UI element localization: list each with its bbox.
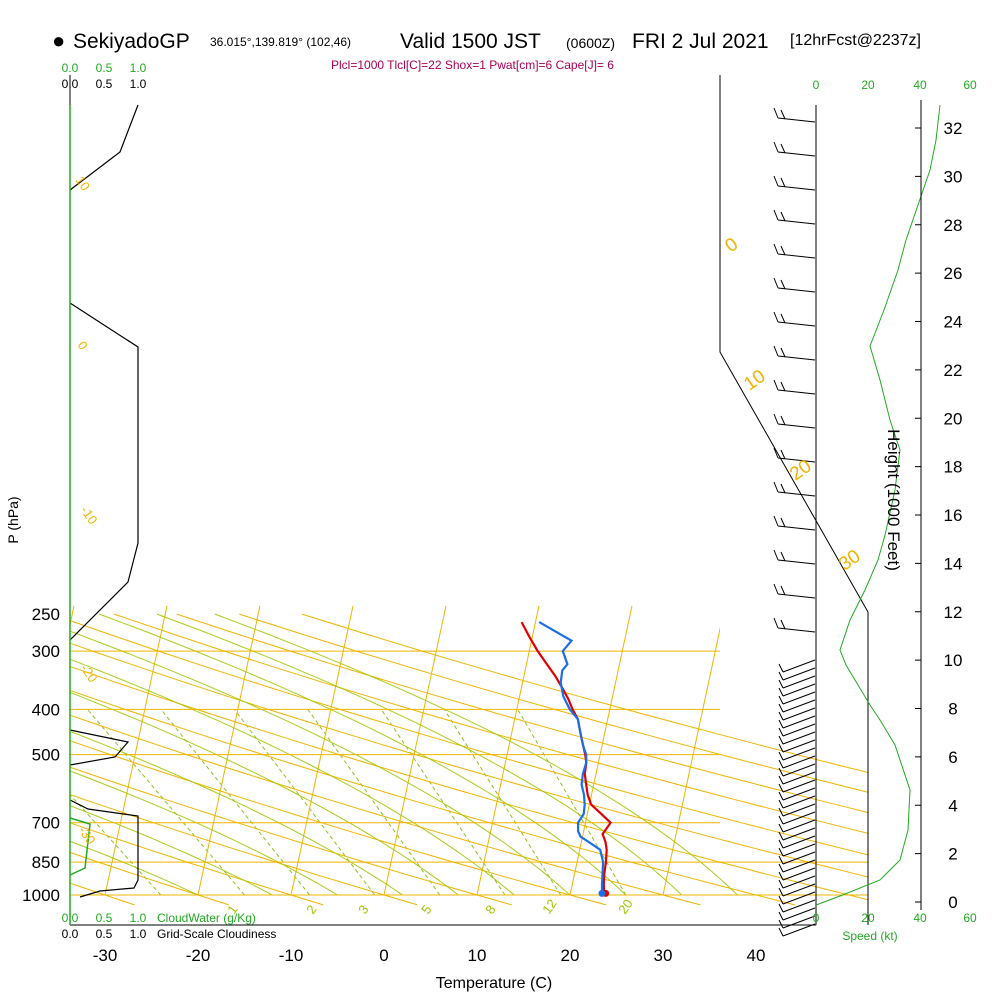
dewpoint-surface-point (598, 890, 605, 897)
cloudiness-label: Grid-Scale Cloudiness (157, 927, 276, 941)
height-tick-label: 22 (944, 361, 963, 380)
height-tick-label: 32 (944, 119, 963, 138)
speed-tick-top: 20 (861, 78, 875, 92)
height-tick-label: 4 (948, 796, 957, 815)
speed-tick-bottom: 60 (963, 911, 977, 925)
valid-date: FRI 2 Jul 2021 (632, 29, 769, 55)
height-tick-label: 14 (944, 554, 963, 573)
pressure-tick-label: 250 (32, 605, 60, 624)
cloud-water-label: CloudWater (g/Kg) (157, 911, 256, 925)
stability-indices: Plcl=1000 Tlcl[C]=22 Shox=1 Pwat[cm]=6 C… (331, 58, 614, 72)
pressure-tick-label: 500 (32, 746, 60, 765)
cloud-water-tick-top: 1.0 (130, 61, 147, 75)
speed-tick-top: 40 (913, 78, 927, 92)
height-tick-label: 0 (948, 893, 957, 912)
pressure-axis-label: P (hPa) (5, 496, 21, 543)
cloudiness-tick-top: 0.0 (62, 77, 79, 91)
temperature-tick-label: 20 (561, 946, 580, 965)
speed-tick-top: 0 (813, 78, 820, 92)
height-tick-label: 20 (944, 409, 963, 428)
valid-time: Valid 1500 JST (400, 29, 541, 55)
cloud-water-tick-bottom: 0.0 (62, 911, 79, 925)
speed-tick-bottom: 40 (913, 911, 927, 925)
pressure-tick-label: 400 (32, 700, 60, 719)
height-tick-label: 2 (948, 845, 957, 864)
height-tick-label: 18 (944, 458, 963, 477)
height-tick-label: 26 (944, 264, 963, 283)
cloud-water-tick-top: 0.5 (96, 61, 113, 75)
height-tick-label: 24 (944, 313, 963, 332)
station-name: SekiyadoGP (73, 29, 190, 55)
station-coords: 36.015°,139.819° (102,46) (210, 35, 351, 49)
cloudiness-tick-bottom: 0.0 (62, 927, 79, 941)
speed-tick-bottom: 20 (861, 911, 875, 925)
temperature-tick-label: -20 (186, 946, 211, 965)
temperature-tick-label: 10 (468, 946, 487, 965)
cloudiness-tick-bottom: 1.0 (130, 927, 147, 941)
cloud-water-tick-bottom: 0.5 (96, 911, 113, 925)
height-tick-label: 12 (944, 603, 963, 622)
pressure-tick-label: 700 (32, 814, 60, 833)
speed-axis-label: Speed (kt) (842, 929, 897, 943)
speed-tick-top: 60 (963, 78, 977, 92)
temperature-tick-label: 30 (654, 946, 673, 965)
height-tick-label: 6 (948, 748, 957, 767)
speed-tick-bottom: 0 (813, 911, 820, 925)
height-tick-label: 8 (948, 700, 957, 719)
temperature-tick-label: -10 (279, 946, 304, 965)
pressure-tick-label: 1000 (22, 886, 60, 905)
pressure-tick-label: 300 (32, 642, 60, 661)
cloudiness-tick-top: 0.5 (96, 77, 113, 91)
cloudiness-tick-top: 1.0 (130, 77, 147, 91)
temperature-tick-label: -30 (93, 946, 118, 965)
height-axis-label: Height (1000 Feet) (884, 429, 903, 571)
pressure-tick-label: 850 (32, 853, 60, 872)
cloud-water-tick-bottom: 1.0 (130, 911, 147, 925)
height-tick-label: 16 (944, 506, 963, 525)
height-tick-label: 10 (944, 651, 963, 670)
temperature-tick-label: 0 (379, 946, 388, 965)
height-tick-label: 30 (944, 167, 963, 186)
temperature-axis-label: Temperature (C) (436, 975, 552, 992)
forecast-info: [12hrFcst@2237z] (790, 31, 921, 51)
temperature-tick-label: 40 (747, 946, 766, 965)
station-bullet-icon: ● (52, 28, 65, 54)
cloudiness-tick-bottom: 0.5 (96, 927, 113, 941)
cloud-water-tick-top: 0.0 (62, 61, 79, 75)
height-tick-label: 28 (944, 216, 963, 235)
valid-zulu: (0600Z) (566, 35, 615, 51)
